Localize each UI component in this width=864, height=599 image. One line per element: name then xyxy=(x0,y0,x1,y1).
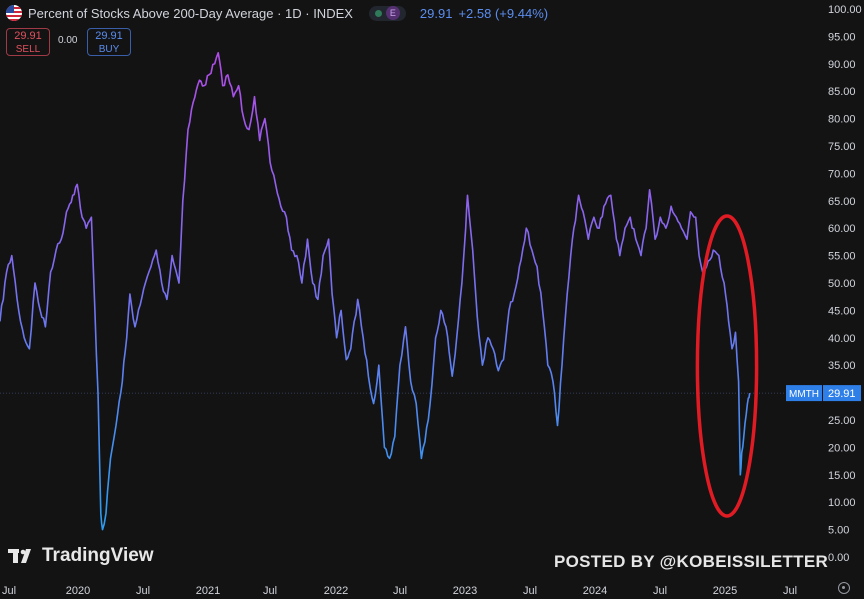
spread-value: 0.00 xyxy=(58,35,78,46)
x-tick-label: Jul xyxy=(136,585,150,597)
status-pill[interactable]: E xyxy=(368,5,406,21)
x-tick-label: Jul xyxy=(523,585,537,597)
y-tick-label: 85.00 xyxy=(828,86,856,98)
y-tick-label: 20.00 xyxy=(828,442,856,454)
y-tick-label: 45.00 xyxy=(828,305,856,317)
sell-label: SELL xyxy=(15,44,41,55)
annotation-ellipse xyxy=(695,214,759,518)
chart-title: Percent of Stocks Above 200-Day Average … xyxy=(28,5,353,21)
y-tick-label: 5.00 xyxy=(828,525,849,537)
x-tick-label: 2020 xyxy=(66,585,90,597)
x-tick-label: 2023 xyxy=(453,585,477,597)
y-tick-label: 55.00 xyxy=(828,251,856,263)
y-tick-label: 25.00 xyxy=(828,415,856,427)
tradingview-logo: TradingView xyxy=(8,545,154,567)
buy-button[interactable]: 29.91 BUY xyxy=(87,28,131,56)
x-tick-label: 2021 xyxy=(196,585,220,597)
x-tick-label: Jul xyxy=(783,585,797,597)
tradingview-logo-text: TradingView xyxy=(42,545,154,566)
change-value: +2.58 (+9.44%) xyxy=(458,5,549,21)
x-tick-label: 2022 xyxy=(324,585,348,597)
x-tick-label: 2024 xyxy=(583,585,607,597)
price-tag-value: 29.91 xyxy=(828,388,856,400)
y-tick-label: 80.00 xyxy=(828,114,856,126)
last-value: 29.91 xyxy=(419,5,453,21)
y-tick-label: 95.00 xyxy=(828,31,856,43)
sell-button[interactable]: 29.91 SELL xyxy=(6,28,50,56)
x-tick-label: Jul xyxy=(653,585,667,597)
posted-by-watermark: POSTED BY @KOBEISSILETTER xyxy=(554,552,829,571)
us-flag-icon xyxy=(6,5,22,21)
y-tick-label: 50.00 xyxy=(828,278,856,290)
settings-gear-icon[interactable] xyxy=(838,582,850,594)
y-tick-label: 35.00 xyxy=(828,360,856,372)
series-line xyxy=(0,52,751,531)
price-tag-value-bg xyxy=(823,385,861,402)
y-tick-label: 60.00 xyxy=(828,223,856,235)
price-tag-symbol-bg xyxy=(786,385,822,402)
y-tick-label: 70.00 xyxy=(828,168,856,180)
x-tick-label: Jul xyxy=(393,585,407,597)
y-tick-label: 40.00 xyxy=(828,333,856,345)
buy-label: BUY xyxy=(98,44,120,55)
earnings-badge: E xyxy=(385,6,400,20)
y-tick-label: 65.00 xyxy=(828,196,856,208)
price-tag: MMTH 29.91 xyxy=(786,385,861,402)
x-tick-label: Jul xyxy=(263,585,277,597)
market-status-icon xyxy=(374,9,382,17)
y-axis: 100.00 95.00 90.00 85.00 80.00 75.00 70.00 65.0… xyxy=(828,4,862,564)
y-tick-label: 0.00 xyxy=(828,552,849,564)
y-tick-label: 10.00 xyxy=(828,497,856,509)
tradingview-logo-icon xyxy=(8,549,31,563)
y-tick-label: 100.00 xyxy=(828,4,862,16)
buy-value: 29.91 xyxy=(95,30,123,42)
y-tick-label: 90.00 xyxy=(828,59,856,71)
price-tag-symbol: MMTH xyxy=(789,389,819,400)
y-tick-label: 15.00 xyxy=(828,470,856,482)
x-axis: Jul 2020 Jul 2021 Jul 2022 Jul 2023 Jul 2024 Jul 20… xyxy=(2,585,797,597)
x-tick-label: Jul xyxy=(2,585,16,597)
x-tick-label: 2025 xyxy=(713,585,737,597)
chart-header: Percent of Stocks Above 200-Day Average … xyxy=(6,4,548,22)
y-tick-label: 75.00 xyxy=(828,141,856,153)
sell-value: 29.91 xyxy=(14,30,42,42)
